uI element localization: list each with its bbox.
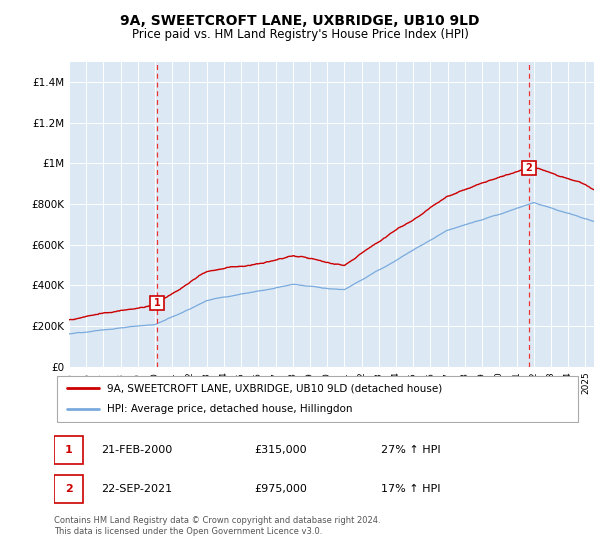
Text: 9A, SWEETCROFT LANE, UXBRIDGE, UB10 9LD: 9A, SWEETCROFT LANE, UXBRIDGE, UB10 9LD (120, 14, 480, 28)
Text: £975,000: £975,000 (254, 484, 308, 494)
Text: 2: 2 (526, 164, 532, 174)
FancyBboxPatch shape (56, 376, 578, 422)
Text: 17% ↑ HPI: 17% ↑ HPI (382, 484, 441, 494)
Text: 2: 2 (65, 484, 73, 494)
FancyBboxPatch shape (54, 475, 83, 503)
FancyBboxPatch shape (54, 436, 83, 464)
Text: 9A, SWEETCROFT LANE, UXBRIDGE, UB10 9LD (detached house): 9A, SWEETCROFT LANE, UXBRIDGE, UB10 9LD … (107, 383, 442, 393)
Text: £315,000: £315,000 (254, 445, 307, 455)
Text: Price paid vs. HM Land Registry's House Price Index (HPI): Price paid vs. HM Land Registry's House … (131, 28, 469, 41)
Text: HPI: Average price, detached house, Hillingdon: HPI: Average price, detached house, Hill… (107, 404, 352, 414)
Text: Contains HM Land Registry data © Crown copyright and database right 2024.
This d: Contains HM Land Registry data © Crown c… (54, 516, 380, 536)
Text: 1: 1 (65, 445, 73, 455)
Text: 27% ↑ HPI: 27% ↑ HPI (382, 445, 441, 455)
Text: 22-SEP-2021: 22-SEP-2021 (101, 484, 173, 494)
Text: 21-FEB-2000: 21-FEB-2000 (101, 445, 173, 455)
Text: 1: 1 (154, 298, 161, 307)
